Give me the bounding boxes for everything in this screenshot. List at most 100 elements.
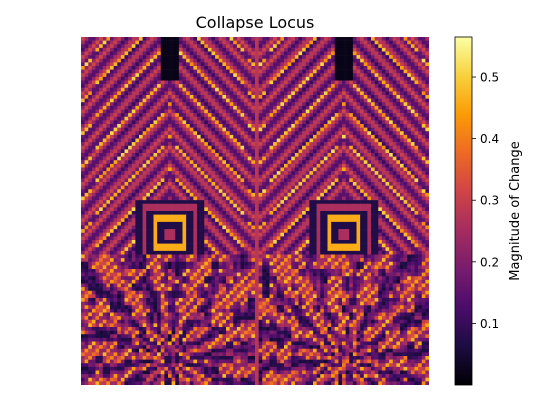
heatmap-cell [172, 189, 176, 193]
heatmap-cell [154, 204, 158, 208]
heatmap-cell [164, 81, 168, 85]
heatmap-cell [128, 189, 132, 193]
heatmap-cell [222, 135, 226, 139]
heatmap-cell [277, 44, 281, 48]
heatmap-cell [161, 95, 165, 99]
heatmap-cell [331, 84, 335, 88]
heatmap-cell [288, 91, 292, 95]
heatmap-cell [233, 186, 237, 190]
heatmap-cell [277, 153, 281, 157]
heatmap-cell [88, 48, 92, 52]
heatmap-cell [204, 164, 208, 168]
heatmap-cell [106, 110, 110, 114]
heatmap-cell [313, 120, 317, 124]
heatmap-cell [342, 204, 346, 208]
heatmap-cell [161, 41, 165, 45]
heatmap-cell [139, 88, 143, 92]
heatmap-cell [117, 193, 121, 197]
heatmap-cell [277, 128, 281, 132]
heatmap-cell [306, 59, 310, 63]
heatmap-cell [313, 62, 317, 66]
heatmap-cell [204, 175, 208, 179]
heatmap-cell [371, 211, 375, 215]
heatmap-cell [157, 139, 161, 143]
heatmap-cell [248, 77, 252, 81]
heatmap-cell [222, 95, 226, 99]
heatmap-cell [172, 66, 176, 70]
heatmap-cell [407, 37, 411, 41]
heatmap-cell [259, 52, 263, 56]
heatmap-cell [375, 113, 379, 117]
heatmap-cell [335, 197, 339, 201]
heatmap-cell [150, 207, 154, 211]
heatmap-cell [313, 128, 317, 132]
heatmap-cell [193, 81, 197, 85]
heatmap-cell [324, 164, 328, 168]
heatmap-cell [114, 189, 118, 193]
heatmap-cell [117, 160, 121, 164]
heatmap-cell [183, 131, 187, 135]
heatmap-cell [106, 84, 110, 88]
heatmap-cell [204, 95, 208, 99]
heatmap-cell [335, 84, 339, 88]
heatmap-cell [208, 55, 212, 59]
heatmap-cell [259, 131, 263, 135]
heatmap-cell [306, 77, 310, 81]
heatmap-cell [103, 59, 107, 63]
heatmap-cell [139, 146, 143, 150]
heatmap-cell [262, 55, 266, 59]
heatmap-cell [161, 142, 165, 146]
heatmap-cell [139, 178, 143, 182]
heatmap-cell [143, 211, 147, 215]
heatmap-cell [125, 197, 129, 201]
heatmap-cell [259, 142, 263, 146]
heatmap-cell [172, 113, 176, 117]
heatmap-cell [342, 139, 346, 143]
heatmap-cell [277, 193, 281, 197]
heatmap-cell [241, 204, 245, 208]
heatmap-cell [150, 139, 154, 143]
heatmap-cell [190, 102, 194, 106]
heatmap-cell [378, 149, 382, 153]
heatmap-cell [226, 149, 230, 153]
heatmap-cell [335, 124, 339, 128]
heatmap-cell [212, 139, 216, 143]
heatmap-cell [306, 189, 310, 193]
heatmap-cell [125, 142, 129, 146]
heatmap-cell [255, 41, 259, 45]
heatmap-cell [422, 139, 426, 143]
heatmap-cell [219, 91, 223, 95]
heatmap-cell [313, 81, 317, 85]
heatmap-cell [411, 120, 415, 124]
heatmap-cell [371, 200, 375, 204]
heatmap-cell [280, 222, 284, 226]
heatmap-cell [277, 37, 281, 41]
heatmap-cell [313, 215, 317, 219]
heatmap-cell [389, 215, 393, 219]
heatmap-cell [117, 186, 121, 190]
heatmap-cell [270, 131, 274, 135]
heatmap-cell [99, 91, 103, 95]
heatmap-cell [313, 66, 317, 70]
heatmap-cell [342, 81, 346, 85]
heatmap-cell [313, 37, 317, 41]
heatmap-cell [425, 106, 429, 110]
heatmap-cell [386, 131, 390, 135]
heatmap-cell [121, 106, 125, 110]
heatmap-cell [407, 146, 411, 150]
heatmap-cell [378, 88, 382, 92]
heatmap-cell [284, 153, 288, 157]
heatmap-cell [237, 215, 241, 219]
heatmap-cell [99, 88, 103, 92]
heatmap-cell [353, 95, 357, 99]
heatmap-cell [317, 99, 321, 103]
heatmap-cell [407, 52, 411, 56]
heatmap-cell [295, 88, 299, 92]
heatmap-cell [346, 193, 350, 197]
heatmap-cell [212, 62, 216, 66]
heatmap-cell [288, 81, 292, 85]
heatmap-cell [186, 70, 190, 74]
heatmap-cell [248, 186, 252, 190]
heatmap-cell [422, 124, 426, 128]
heatmap-cell [132, 70, 136, 74]
